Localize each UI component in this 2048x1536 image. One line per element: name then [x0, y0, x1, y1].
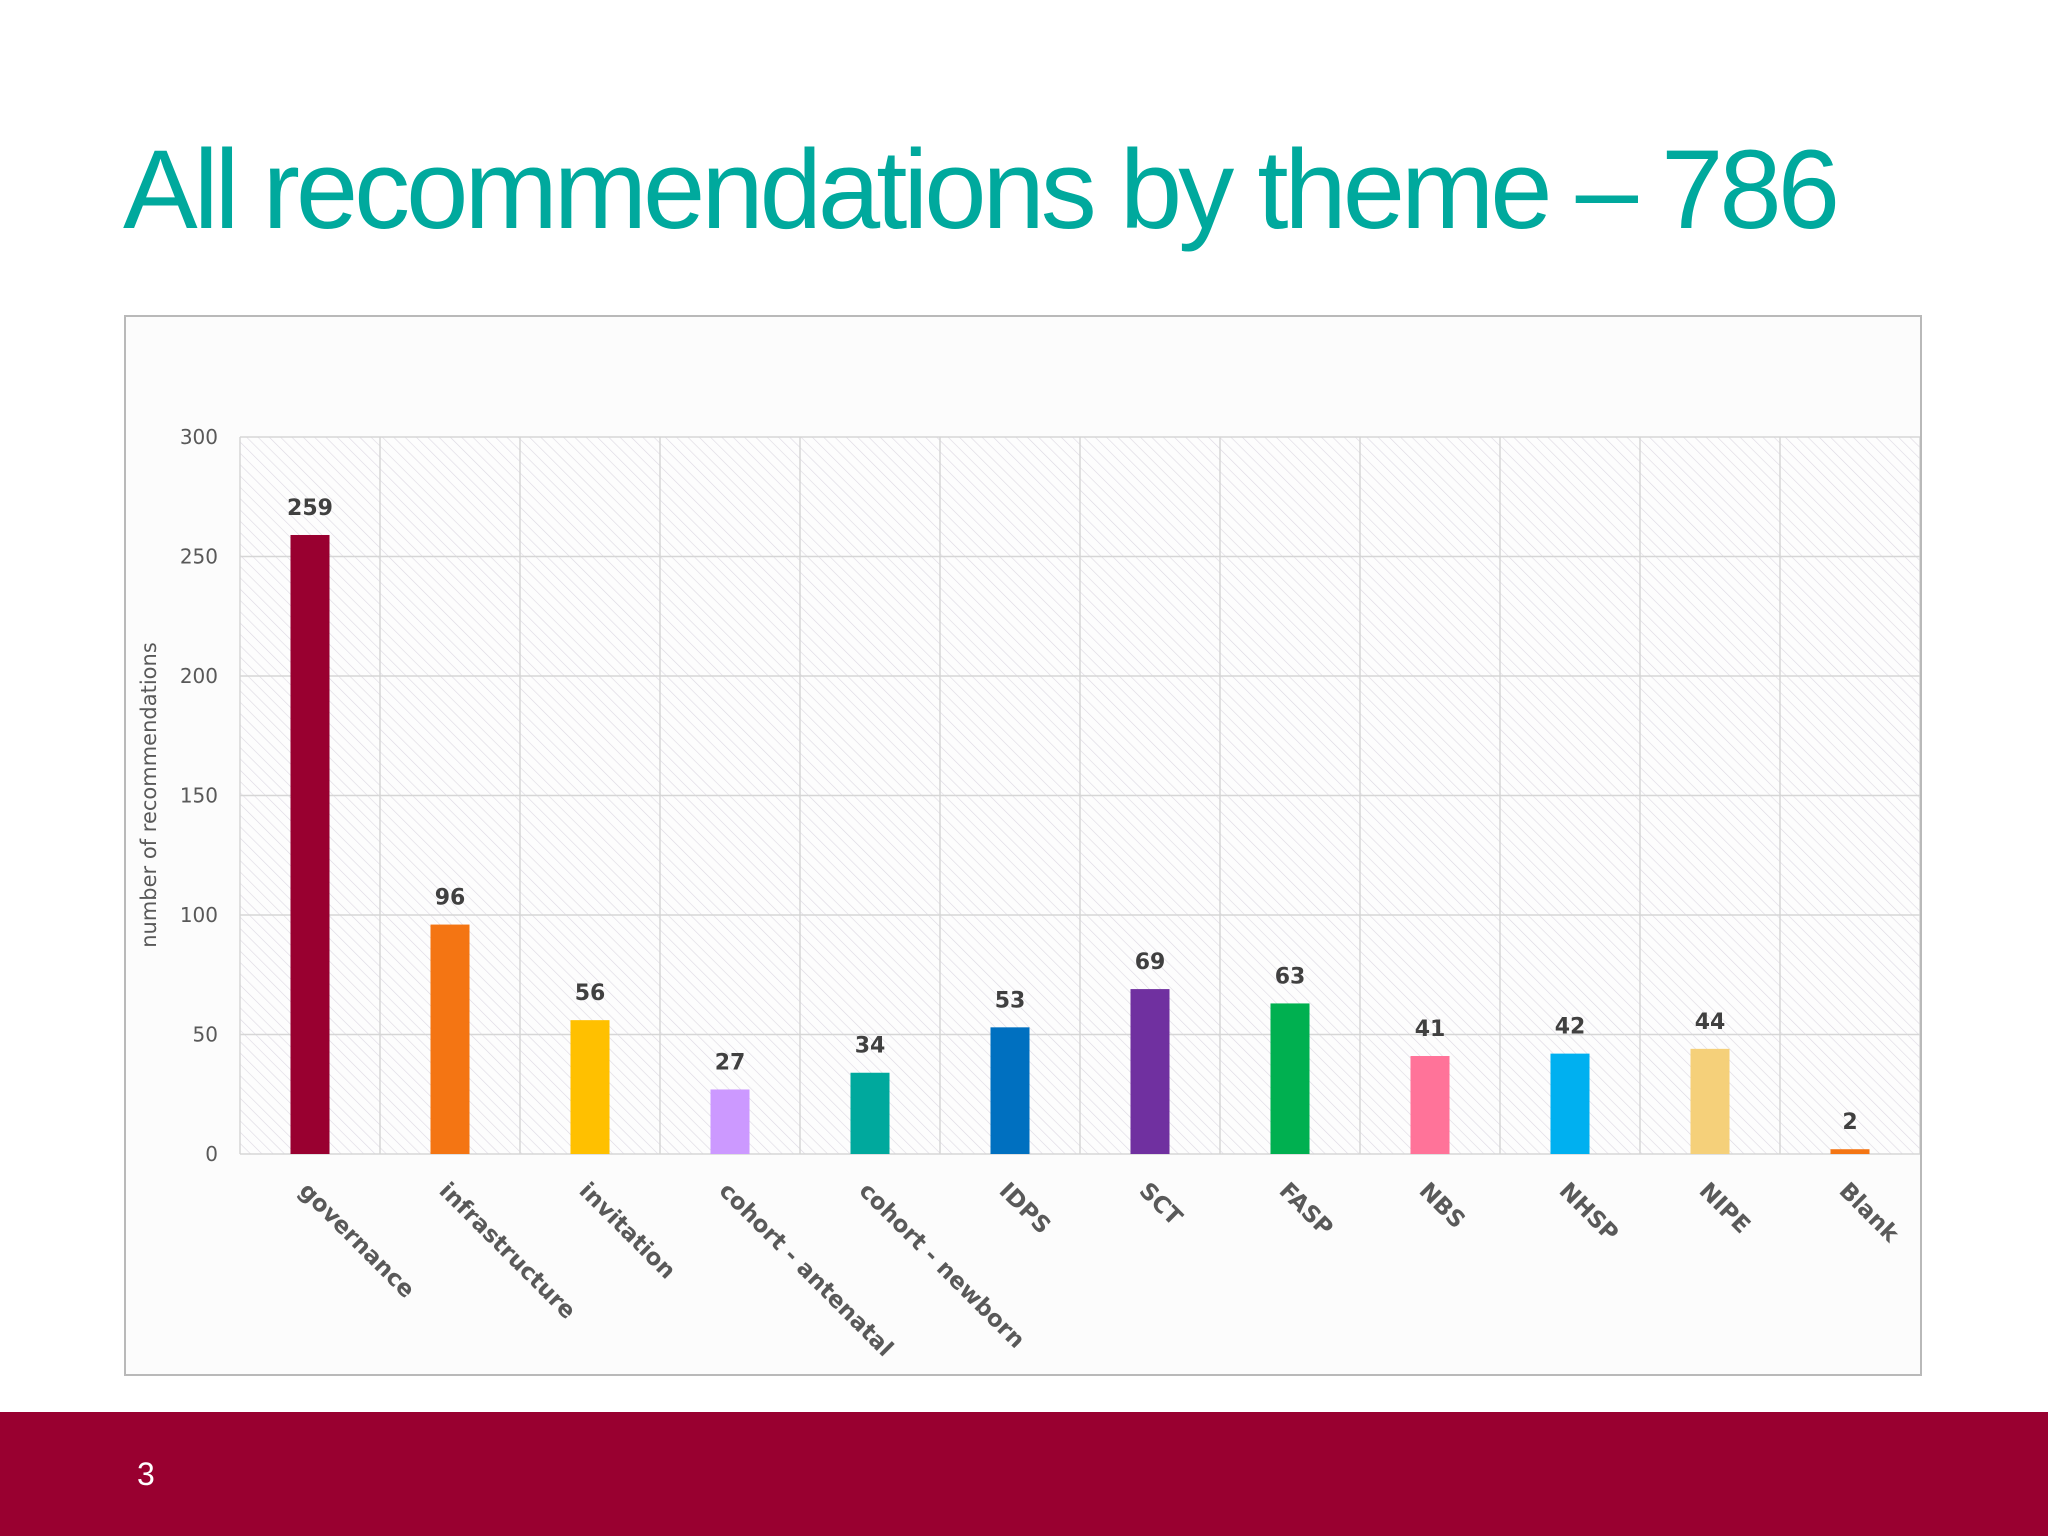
data-label: 44 — [1695, 1010, 1726, 1035]
category-label: NHSP — [1554, 1178, 1623, 1247]
bars — [290, 534, 1870, 1154]
data-label: 56 — [575, 981, 606, 1006]
y-axis-title: number of recommendations — [137, 642, 161, 948]
data-label: 34 — [855, 1034, 886, 1059]
bar — [990, 1027, 1030, 1154]
data-labels: 259 96 56 27 34 53 69 63 41 42 44 2 — [287, 496, 1858, 1135]
chart-container: 0 50 100 150 200 250 300 259 96 56 27 34 53 69 63 41 42… — [124, 315, 1922, 1376]
y-tick-label: 250 — [180, 545, 218, 569]
gridlines — [239, 436, 1920, 1155]
bar — [1410, 1056, 1450, 1154]
data-label: 41 — [1415, 1017, 1446, 1042]
y-tick-label: 200 — [180, 664, 218, 688]
data-label: 2 — [1842, 1110, 1857, 1135]
bar — [570, 1020, 610, 1154]
data-label: 63 — [1275, 964, 1306, 989]
y-tick-label: 300 — [180, 425, 218, 449]
category-label: invitation — [574, 1178, 681, 1285]
bar — [1270, 1003, 1310, 1154]
y-tick-label: 0 — [205, 1142, 218, 1166]
bar-chart: 0 50 100 150 200 250 300 259 96 56 27 34 53 69 63 41 42… — [137, 425, 1920, 1362]
data-label: 69 — [1135, 950, 1166, 975]
page-number: 3 — [137, 1456, 155, 1492]
category-label: governance — [294, 1178, 420, 1304]
slide-title: All recommendations by theme – 786 — [123, 127, 1840, 252]
bar — [430, 924, 470, 1154]
category-label: Blank — [1834, 1178, 1904, 1248]
bar — [1130, 989, 1170, 1154]
y-tick-label: 150 — [180, 784, 218, 808]
y-tick-label: 50 — [193, 1023, 218, 1047]
bar — [1550, 1053, 1590, 1154]
category-label: SCT — [1134, 1178, 1187, 1231]
footer-bar — [0, 1412, 2048, 1536]
data-label: 27 — [715, 1050, 746, 1075]
data-label: 42 — [1555, 1015, 1586, 1040]
bar — [290, 534, 330, 1154]
y-axis-ticks: 0 50 100 150 200 250 300 — [180, 425, 218, 1166]
data-label: 53 — [995, 988, 1026, 1013]
data-label: 259 — [287, 496, 333, 521]
category-label: infrastructure — [434, 1178, 581, 1325]
data-label: 96 — [435, 886, 466, 911]
category-label: NIPE — [1694, 1178, 1755, 1239]
bar — [850, 1072, 890, 1154]
y-tick-label: 100 — [180, 903, 218, 927]
bar — [1830, 1149, 1870, 1154]
bar — [710, 1089, 750, 1154]
category-label: NBS — [1414, 1178, 1470, 1234]
category-label: FASP — [1274, 1178, 1338, 1242]
bar — [1690, 1048, 1730, 1154]
category-label: IDPS — [994, 1178, 1056, 1240]
